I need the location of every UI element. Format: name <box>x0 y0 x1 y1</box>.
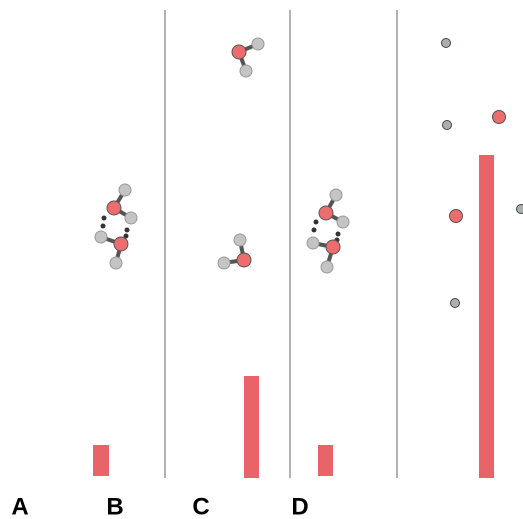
bar <box>318 445 333 476</box>
bar <box>244 376 259 478</box>
dimer-d <box>307 189 349 273</box>
panel-label: A <box>11 493 28 519</box>
dimer-b <box>95 184 137 269</box>
separators <box>165 10 397 478</box>
figure: A B C D <box>0 0 523 519</box>
bar <box>479 155 494 478</box>
bar <box>93 445 109 476</box>
panel-label: C <box>192 493 209 519</box>
bars <box>93 155 494 478</box>
panel-label: B <box>106 493 123 519</box>
panel-label: D <box>291 493 308 519</box>
monomers-c <box>218 38 264 269</box>
